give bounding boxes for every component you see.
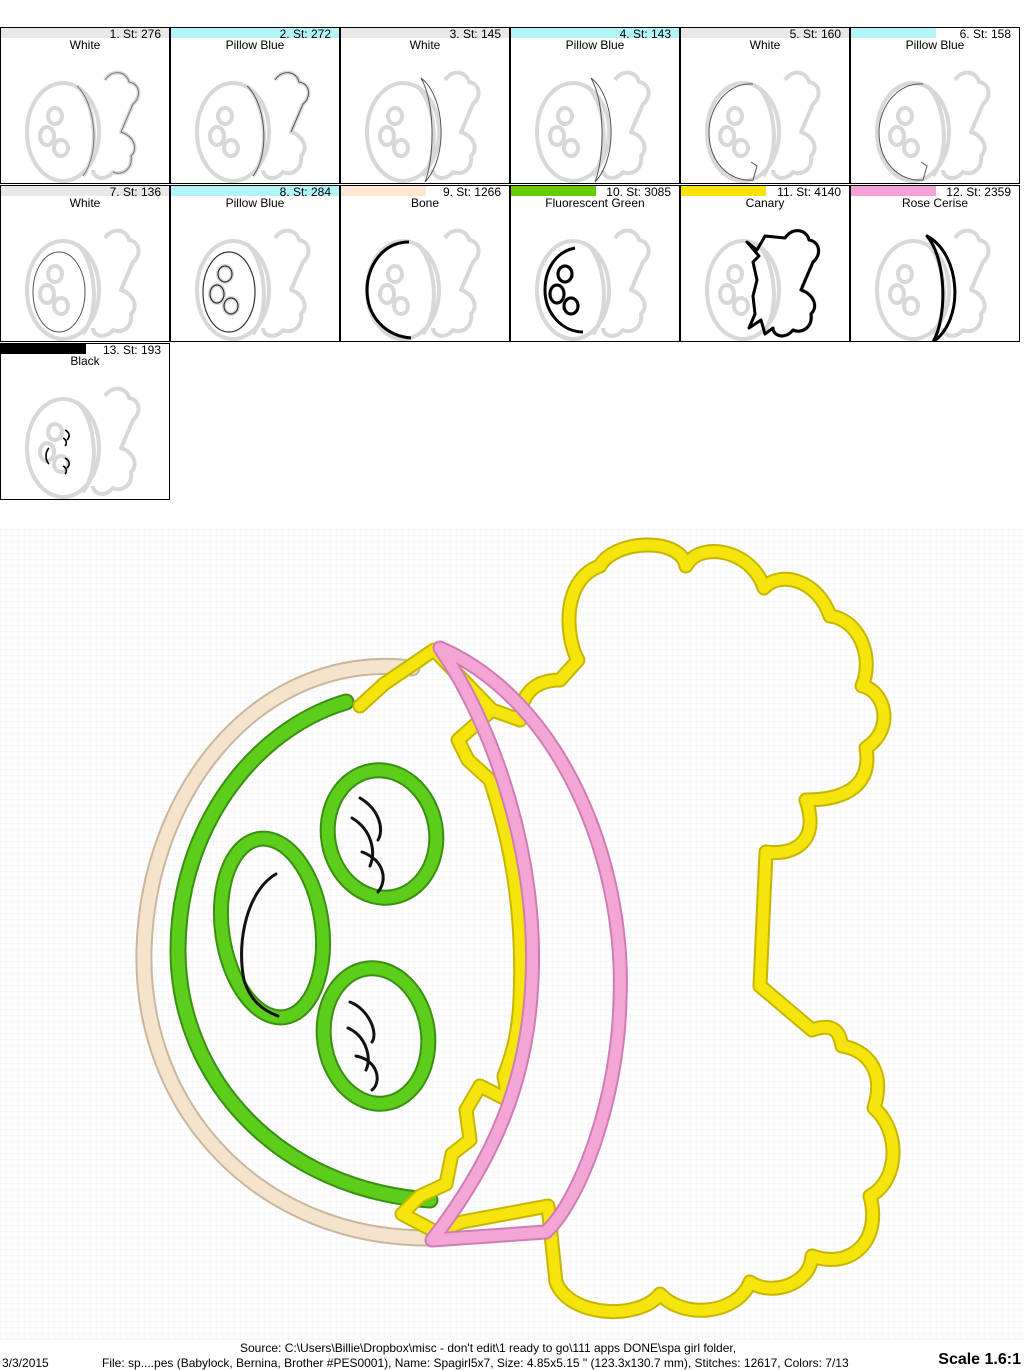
- step-preview-thumbnail: [25, 386, 141, 499]
- step-preview-thumbnail: [195, 228, 311, 341]
- step-thread-name: Pillow Blue: [225, 38, 285, 52]
- step-thread-name: Rose Cerise: [901, 196, 969, 210]
- step-cell[interactable]: 5. St: 160 White: [680, 27, 850, 184]
- thread-color-bar: [511, 28, 679, 38]
- thread-color-bar: [681, 28, 849, 38]
- step-preview-thumbnail: [365, 70, 481, 183]
- thread-color-bar: [851, 186, 936, 196]
- step-thread-name: Black: [70, 354, 100, 368]
- step-cell[interactable]: 6. St: 158 Pillow Blue: [850, 27, 1020, 184]
- step-thread-name: Pillow Blue: [565, 38, 625, 52]
- thread-color-bar: [851, 28, 936, 38]
- thread-color-bar: [1, 186, 169, 196]
- step-preview-thumbnail: [875, 228, 991, 341]
- step-stitch-count: 9. St: 1266: [442, 185, 501, 199]
- step-thread-name: Pillow Blue: [225, 196, 285, 210]
- step-preview-thumbnail: [875, 70, 991, 183]
- file-info-footer: Source: C:\Users\Billie\Dropbox\misc - d…: [0, 1340, 1024, 1370]
- thread-color-bar: [1, 344, 86, 354]
- thread-color-bar: [341, 186, 426, 196]
- step-stitch-count: 7. St: 136: [109, 185, 161, 199]
- step-thread-name: White: [69, 38, 101, 52]
- step-cell[interactable]: 11. St: 4140 Canary: [680, 185, 850, 342]
- step-preview-thumbnail: [535, 228, 651, 341]
- step-stitch-count: 8. St: 284: [279, 185, 331, 199]
- thread-color-bar: [171, 28, 339, 38]
- print-date: 3/3/2015: [2, 1356, 49, 1370]
- thread-color-bar: [1, 28, 169, 38]
- step-thread-name: Bone: [410, 196, 440, 210]
- step-cell[interactable]: 12. St: 2359 Rose Cerise: [850, 185, 1020, 342]
- step-stitch-count: 11. St: 4140: [777, 185, 841, 199]
- thread-color-bar: [511, 186, 596, 196]
- step-thread-name: White: [69, 196, 101, 210]
- file-details: File: sp....pes (Babylock, Bernina, Brot…: [102, 1356, 849, 1370]
- embroidery-design-preview: [135, 537, 901, 1319]
- step-stitch-count: 4. St: 143: [619, 27, 671, 41]
- step-stitch-count: 13. St: 193: [102, 343, 161, 357]
- step-preview-thumbnail: [705, 228, 821, 341]
- step-stitch-count: 6. St: 158: [959, 27, 1011, 41]
- color-step-grid: 1. St: 276 White 2. St: 272 Pillow Blue …: [0, 27, 1021, 501]
- step-thread-name: Fluorescent Green: [545, 196, 645, 210]
- step-preview-thumbnail: [365, 228, 481, 341]
- design-preview-area: [0, 528, 1024, 1340]
- step-cell[interactable]: 1. St: 276 White: [0, 27, 170, 184]
- step-preview-thumbnail: [195, 70, 311, 183]
- black-face-details: [240, 796, 385, 1092]
- step-cell[interactable]: 9. St: 1266 Bone: [340, 185, 510, 342]
- source-path: Source: C:\Users\Billie\Dropbox\misc - d…: [240, 1341, 737, 1355]
- cucumber-slices: [212, 762, 445, 1112]
- thread-color-bar: [681, 186, 766, 196]
- step-thread-name: Canary: [745, 196, 785, 210]
- step-cell[interactable]: 10. St: 3085 Fluorescent Green: [510, 185, 680, 342]
- step-preview-thumbnail: [25, 228, 141, 341]
- step-thread-name: White: [749, 38, 781, 52]
- step-thread-name: White: [409, 38, 441, 52]
- step-stitch-count: 1. St: 276: [109, 27, 161, 41]
- step-stitch-count: 12. St: 2359: [946, 185, 1011, 199]
- step-cell[interactable]: 2. St: 272 Pillow Blue: [170, 27, 340, 184]
- step-stitch-count: 10. St: 3085: [606, 185, 671, 199]
- step-preview-thumbnail: [535, 70, 651, 183]
- thread-color-bar: [171, 186, 339, 196]
- step-preview-thumbnail: [25, 70, 141, 183]
- step-cell[interactable]: 8. St: 284 Pillow Blue: [170, 185, 340, 342]
- step-cell[interactable]: 13. St: 193 Black: [0, 343, 170, 500]
- step-cell[interactable]: 7. St: 136 White: [0, 185, 170, 342]
- step-stitch-count: 2. St: 272: [279, 27, 331, 41]
- step-stitch-count: 5. St: 160: [789, 27, 841, 41]
- step-cell[interactable]: 3. St: 145 White: [340, 27, 510, 184]
- step-preview-thumbnail: [705, 70, 821, 183]
- scale-label: Scale 1.6:1: [938, 1351, 1021, 1368]
- step-stitch-count: 3. St: 145: [449, 27, 501, 41]
- thread-color-bar: [341, 28, 509, 38]
- step-cell[interactable]: 4. St: 143 Pillow Blue: [510, 27, 680, 184]
- step-thread-name: Pillow Blue: [905, 38, 965, 52]
